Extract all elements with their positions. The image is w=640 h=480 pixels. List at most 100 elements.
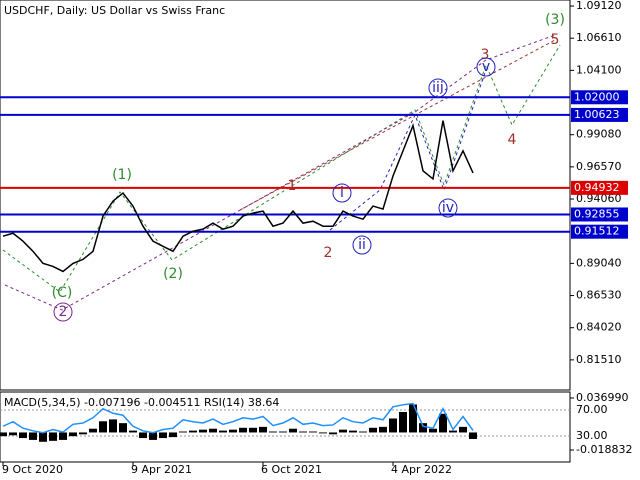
wave-circle [332,183,352,203]
macd-bar [79,432,87,435]
rsi-line [2,402,474,434]
y-tick-label: 0.036990 [576,391,629,404]
macd-bar [259,426,267,433]
level-label: 0.91512 [574,225,620,238]
x-tick-label: 9 Oct 2020 [2,463,63,476]
y-tick-label: -0.018832 [576,443,632,456]
macd-bar [249,427,257,433]
macd-bar [289,428,297,433]
y-tick-label: 0.96570 [576,160,622,173]
macd-bar [309,431,317,433]
wave-label: i [340,185,344,201]
macd-bar [99,421,107,433]
wave-label: 5 [551,32,560,48]
level-label-box [571,207,628,222]
wave-label: (1) [112,167,132,183]
macd-bar [449,430,457,433]
macd-bar [159,432,167,439]
macd-bar [89,428,97,433]
macd-bar [269,431,277,433]
level-label-box [571,107,628,122]
level-label: 1.00623 [574,108,620,121]
wave-label: 2 [324,245,333,261]
wave-circle [428,78,448,98]
macd-bar [189,430,197,433]
macd-bar [209,428,217,433]
y-tick-label: 1.06610 [576,31,622,44]
macd-bar [229,429,237,433]
macd-bar [439,413,447,433]
level-label: 0.92855 [574,207,620,220]
level-label-box [571,224,628,239]
macd-bar [169,432,177,438]
wave-label: 1 [288,178,297,194]
level-label-box [571,90,628,105]
macd-bar [129,430,137,433]
y-tick-label: 0.89040 [576,256,622,269]
y-tick-label: 1.04100 [576,63,622,76]
macd-bar [29,432,37,440]
macd-bar [369,427,377,433]
wave-label: iv [442,200,454,216]
x-tick-label: 4 Apr 2022 [391,463,452,476]
macd-bar [49,432,57,441]
indicator-title: MACD(5,34,5) -0.007196 -0.004511 RSI(14)… [4,396,279,409]
y2-tick-label: 70.00 [576,403,608,416]
level-label-box [571,180,628,195]
wave-label: ii [358,237,366,253]
macd-bar [19,432,27,439]
y-tick-label: 0.86530 [576,289,622,302]
y-tick-label: 1.09120 [576,0,622,12]
y2-tick-label: 30.00 [576,429,608,442]
price-line [2,120,474,273]
macd-bar [279,431,287,433]
macd-bar [359,431,367,433]
macd-bar [459,426,467,433]
indicator-panel [0,391,571,463]
wave-label: v [482,59,490,75]
macd-bar [429,428,437,433]
macd-bar [239,427,247,433]
macd-bar [349,430,357,433]
wave-circle [352,235,372,255]
macd-bar [469,432,477,439]
wave-label: 3 [481,47,490,63]
macd-bar [329,432,337,435]
macd-bar [149,432,157,440]
macd-bar [139,432,147,439]
price-panel [0,0,571,391]
wave-label: 4 [508,132,517,148]
wave-label: iii [432,80,444,96]
wave-label: 2 [59,304,68,320]
macd-bar [379,426,387,433]
macd-bar [319,432,327,434]
macd-bar [299,431,307,433]
macd-bar [389,418,397,433]
macd-bar [339,429,347,433]
y-tick-label: 0.84020 [576,321,622,334]
wave-label: (3) [545,12,565,28]
macd-bar [109,419,117,433]
macd-bar [39,432,47,442]
macd-bar [69,432,77,437]
macd-bar [199,429,207,433]
macd-bar [119,423,127,433]
macd-bar [419,423,427,433]
wave-label: (2) [163,266,183,282]
y-tick-label: 0.81510 [576,353,622,366]
y-tick-label: 0.94060 [576,192,622,205]
macd-bar [219,430,227,433]
chart-title: USDCHF, Daily: US Dollar vs Swiss Franc [4,4,225,17]
macd-bar [399,411,407,433]
wave-circle [476,57,496,77]
wave-label: (C) [52,285,73,301]
macd-bar [179,431,187,433]
x-tick-label: 9 Apr 2021 [131,463,192,476]
macd-bar [59,432,67,440]
macd-bar [409,404,417,433]
macd-bar [9,432,17,436]
wave-circle [53,302,73,322]
y-tick-label: 0.99080 [576,128,622,141]
wave-circle [438,198,458,218]
